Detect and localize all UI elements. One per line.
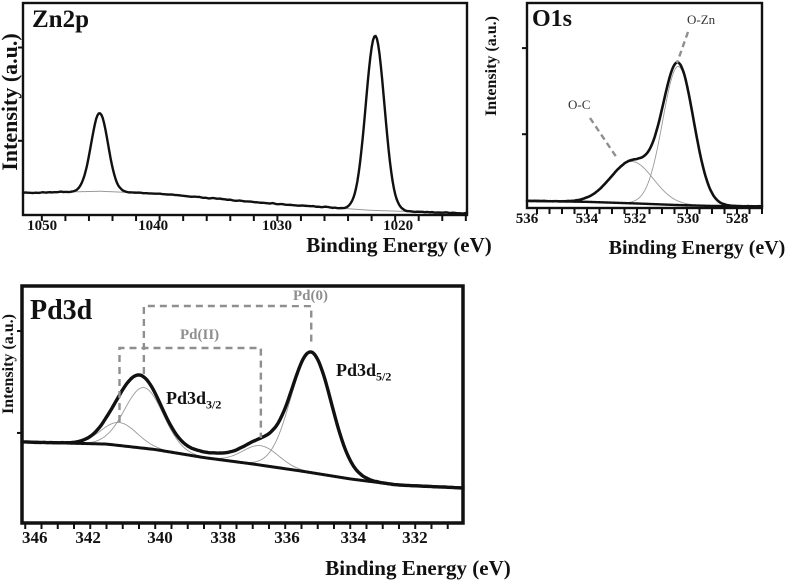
o-c-component-label: O-C: [568, 97, 591, 112]
x-tick-label: 338: [210, 528, 236, 547]
plot-frame: [20, 284, 465, 525]
pd0-species-label: Pd(0): [290, 288, 331, 305]
spectrum-curve: [21, 34, 469, 215]
pd3d-y-axis-label: Intensity (a.u.): [0, 314, 17, 415]
x-tick-label: 1020: [383, 218, 414, 234]
pd3d52-peak-label: Pd3d5/2: [336, 360, 392, 384]
leader-line: [589, 117, 618, 159]
zn2p-panel: Intensity (a.u.) Zn2p Binding Energy (eV…: [0, 0, 515, 268]
component-curve: [526, 65, 763, 207]
x-tick-label: 342: [75, 528, 101, 547]
plot-frame: [21, 1, 469, 217]
spectrum-curve: [525, 60, 764, 208]
component-curve: [21, 441, 464, 489]
zn2p-x-axis-label: Binding Energy (eV): [306, 233, 492, 257]
x-tick-label: 1030: [261, 218, 292, 234]
o1s-plot: [522, 1, 764, 214]
plot-frame: [525, 1, 764, 210]
zn2p-title: Zn2p: [32, 6, 89, 33]
bracket-line: [142, 304, 313, 374]
o1s-y-axis-label: Intensity (a.u.): [483, 16, 500, 117]
x-tick-label: 536: [515, 211, 539, 227]
x-tick-label: 530: [676, 211, 700, 227]
component-curve: [21, 352, 464, 489]
x-tick-label: 340: [147, 528, 173, 547]
pd3d-title: Pd3d: [30, 295, 93, 326]
x-tick-label: 332: [402, 528, 428, 547]
x-tick-label: 334: [340, 528, 366, 547]
zn2p-y-axis-label: Intensity (a.u.): [0, 33, 22, 171]
bracket-line: [118, 346, 263, 438]
pd3d-x-axis-label: Binding Energy (eV): [325, 556, 511, 580]
pd3d-plot: [17, 284, 465, 529]
x-tick-label: 1050: [27, 218, 58, 234]
x-tick-label: 346: [22, 528, 48, 547]
background-curve: [21, 440, 464, 490]
pd2-species-label: Pd(II): [180, 327, 220, 343]
o-zn-component-label: O-Zn: [687, 12, 716, 27]
o1s-panel: Intensity (a.u.) O1s O-Zn O-C Binding En…: [470, 0, 790, 268]
component-curve: [526, 161, 763, 207]
leader-line: [675, 31, 690, 64]
spectrum-curve: [20, 350, 465, 490]
x-tick-label: 1040: [138, 218, 169, 234]
x-tick-label: 534: [575, 211, 599, 227]
zn2p-plot: [18, 1, 469, 221]
pd3d-panel: Intensity (a.u.) Pd3d Pd(0) Pd(II) Pd3d3…: [0, 270, 530, 582]
pd3d32-peak-label: Pd3d3/2: [166, 388, 222, 412]
o1s-title: O1s: [532, 6, 573, 32]
x-tick-label: 528: [725, 211, 749, 227]
o1s-x-axis-label: Binding Energy (eV): [608, 237, 786, 259]
x-tick-label: 336: [274, 528, 300, 547]
component-curve: [21, 422, 464, 489]
x-tick-label: 532: [623, 211, 647, 227]
